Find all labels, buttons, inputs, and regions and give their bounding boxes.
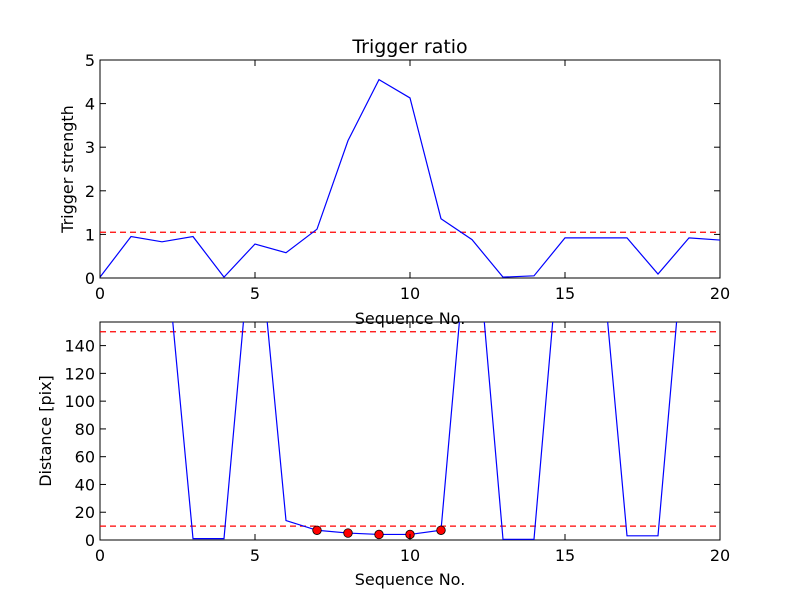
bottom-y-tick-label: 120 [64,364,95,383]
bottom-y-tick-label: 60 [75,448,95,467]
top-y-axis-label: Trigger strength [58,105,77,234]
top-axis-ticks: 0 5 10 15 20 0 1 2 3 4 5 [85,51,730,303]
top-y-tick-label: 0 [85,269,95,288]
top-subplot: 0 5 10 15 20 0 1 2 3 4 5 Trigger ratio Sequence No… [58,36,730,328]
top-x-tick-label: 20 [710,284,730,303]
bottom-y-tick-label: 100 [64,392,95,411]
top-y-tick-label: 3 [85,138,95,157]
bottom-x-axis-label: Sequence No. [355,570,466,589]
bottom-y-tick-label: 20 [75,503,95,522]
bottom-marker-point [436,525,446,535]
bottom-y-tick-label: 80 [75,420,95,439]
bottom-series-line-0 [172,322,678,540]
bottom-marker-point [343,528,353,538]
bottom-y-tick-label: 0 [85,531,95,550]
bottom-x-tick-label: 0 [95,546,105,565]
bottom-y-tick-label: 140 [64,337,95,356]
bottom-y-axis-label: Distance [pix] [36,375,55,487]
bottom-marker-point [374,529,384,540]
top-plot-data [100,78,720,278]
top-y-tick-label: 4 [85,95,95,114]
bottom-x-tick-label: 10 [400,546,420,565]
bottom-y-tick-label: 40 [75,475,95,494]
bottom-plot-data [100,322,720,540]
top-y-tick-label: 2 [85,182,95,201]
top-series-line-0 [100,78,720,278]
top-x-tick-label: 5 [250,284,260,303]
top-chart-title: Trigger ratio [351,36,467,58]
top-x-tick-label: 0 [95,284,105,303]
bottom-marker-point [312,525,322,535]
top-plot-frame [99,59,721,279]
bottom-axis-ticks: 0 5 10 15 20 0 20 40 60 80 100 120 140 [64,322,730,565]
top-x-tick-label: 10 [400,284,420,303]
top-x-axis-label: Sequence No. [355,309,466,328]
bottom-x-tick-label: 20 [710,546,730,565]
top-y-tick-label: 1 [85,225,95,244]
top-y-tick-label: 5 [85,51,95,70]
bottom-x-tick-label: 15 [555,546,575,565]
top-x-tick-label: 15 [555,284,575,303]
bottom-x-tick-label: 5 [250,546,260,565]
bottom-plot-frame [99,321,721,541]
